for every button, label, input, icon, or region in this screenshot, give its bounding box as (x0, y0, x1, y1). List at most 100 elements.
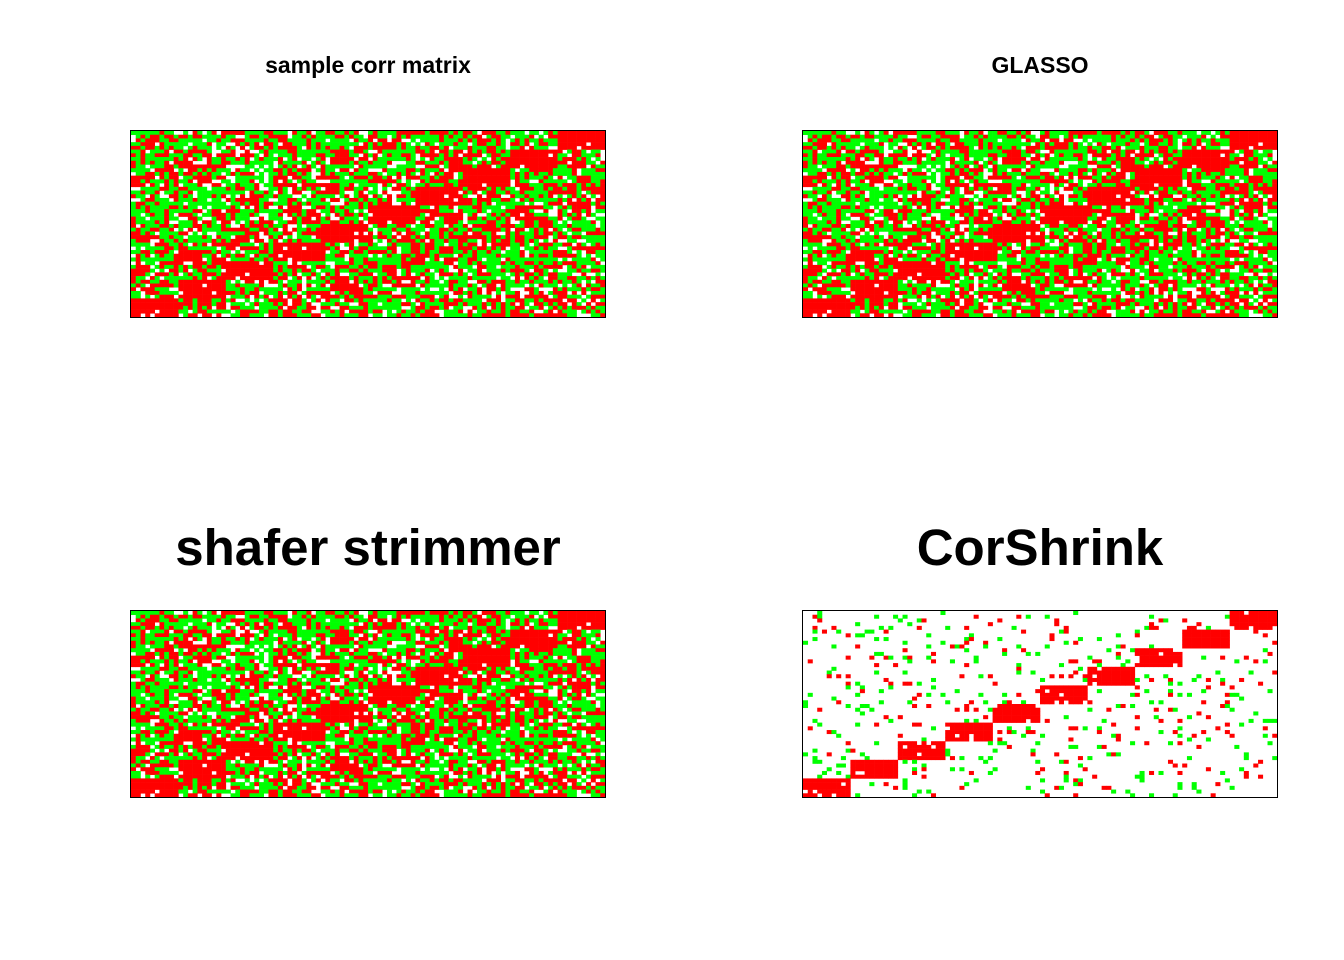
heatmap-cell (864, 142, 870, 147)
heatmap-cell (1224, 149, 1230, 154)
heatmap-cell (472, 142, 478, 147)
heatmap-cell (315, 212, 321, 217)
heatmap-cell (368, 268, 374, 273)
heatmap-cell (211, 257, 217, 262)
heatmap-cell (292, 227, 298, 232)
heatmap-cell (382, 257, 388, 262)
heatmap-cell (567, 171, 573, 176)
heatmap-cell (273, 227, 279, 232)
heatmap-cell (826, 157, 832, 162)
heatmap-cell (287, 205, 293, 210)
heatmap-cell (443, 216, 449, 221)
heatmap-cell (869, 145, 875, 150)
heatmap-cell (292, 302, 298, 307)
heatmap-cell (131, 149, 137, 154)
heatmap-cell (514, 253, 520, 258)
heatmap-cell (287, 309, 293, 314)
heatmap-cell (571, 175, 577, 180)
heatmap-cell (491, 168, 497, 173)
heatmap-cell (968, 149, 974, 154)
heatmap-cell (586, 238, 592, 243)
heatmap-cell (377, 131, 383, 136)
heatmap-cell (959, 142, 965, 147)
heatmap-cell (1073, 149, 1079, 154)
heatmap-cell (500, 160, 506, 165)
heatmap-cell (557, 276, 563, 281)
heatmap-cell (978, 131, 984, 136)
heatmap-cell (524, 190, 530, 195)
heatmap-cell (249, 227, 255, 232)
heatmap-cell (869, 131, 875, 136)
heatmap-cell (325, 224, 331, 229)
heatmap-cell (149, 179, 155, 184)
heatmap-cell (874, 142, 880, 147)
heatmap-cell (320, 242, 326, 247)
heatmap-cell (391, 153, 397, 158)
heatmap-cell (439, 235, 445, 240)
heatmap-cell (1101, 134, 1107, 139)
heatmap-cell (159, 290, 165, 295)
heatmap-cell (1096, 134, 1102, 139)
heatmap-cell (595, 242, 601, 247)
heatmap-cell (600, 313, 605, 317)
heatmap-cell (405, 253, 411, 258)
heatmap-cell (429, 138, 435, 143)
heatmap-cell (306, 246, 312, 251)
heatmap-cell (349, 183, 355, 188)
heatmap-cell (831, 138, 837, 143)
heatmap-cell (552, 138, 558, 143)
heatmap-cell (273, 131, 279, 136)
heatmap-cell (543, 302, 549, 307)
heatmap-cell (211, 309, 217, 314)
heatmap-cell (268, 171, 274, 176)
heatmap-cell (807, 157, 813, 162)
heatmap-cell (268, 313, 274, 317)
heatmap-cell (401, 220, 407, 225)
heatmap-cell (1002, 149, 1008, 154)
heatmap-cell (230, 261, 236, 266)
heatmap-cell (538, 257, 544, 262)
heatmap-cell (382, 264, 388, 269)
heatmap-cell (192, 164, 198, 169)
heatmap-cell (325, 216, 331, 221)
heatmap-cell (557, 235, 563, 240)
heatmap-cell (477, 183, 483, 188)
heatmap-cell (453, 309, 459, 314)
heatmap-cell (225, 276, 231, 281)
heatmap-cell (1120, 142, 1126, 147)
heatmap-cell (377, 171, 383, 176)
heatmap-cell (154, 294, 160, 299)
heatmap-cell (268, 220, 274, 225)
heatmap-cell (197, 294, 203, 299)
heatmap-cell (131, 190, 137, 195)
heatmap-cell (268, 279, 274, 284)
heatmap-cell (467, 190, 473, 195)
heatmap-cell (173, 142, 179, 147)
heatmap-cell (140, 253, 146, 258)
heatmap-cell (552, 261, 558, 266)
heatmap-cell (173, 257, 179, 262)
heatmap-cell (562, 242, 568, 247)
heatmap-cell (429, 212, 435, 217)
heatmap-cell (292, 201, 298, 206)
heatmap-cell (145, 142, 151, 147)
heatmap-cell (538, 253, 544, 258)
heatmap-cell (595, 246, 601, 251)
heatmap-cell (897, 149, 903, 154)
heatmap-cell (567, 250, 573, 255)
heatmap-cell (230, 272, 236, 277)
heatmap-cell (491, 138, 497, 143)
heatmap-cell (821, 131, 827, 136)
heatmap-cell (296, 149, 302, 154)
heatmap-cell (562, 290, 568, 295)
heatmap-cell (420, 209, 426, 214)
heatmap-cell (306, 253, 312, 258)
heatmap-cell (192, 279, 198, 284)
heatmap-cell (486, 216, 492, 221)
heatmap-cell (992, 134, 998, 139)
heatmap-cell (538, 142, 544, 147)
heatmap-cell (353, 171, 359, 176)
heatmap-cell (434, 160, 440, 165)
heatmap-cell (902, 153, 908, 158)
heatmap-cell (495, 201, 502, 206)
